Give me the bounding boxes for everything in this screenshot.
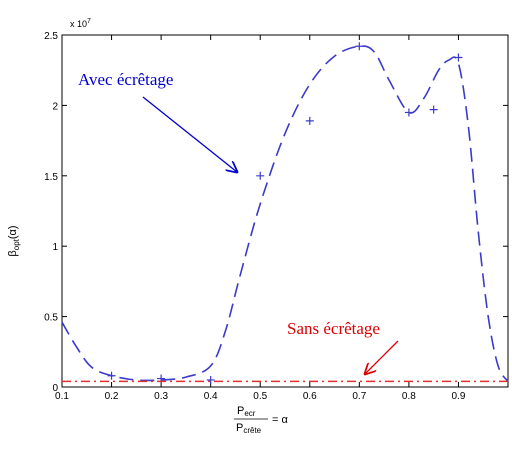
x-tick-label: 0.5	[253, 391, 267, 402]
annotation-avec-ecretage: Avec écrêtage	[78, 70, 173, 89]
x-label-numerator: Pecr	[237, 405, 256, 418]
data-point-plus	[206, 375, 215, 384]
data-point-plus	[305, 116, 314, 125]
x-tick-label: 0.6	[303, 391, 317, 402]
x-axis-label: Pecr Pcrête = α	[234, 405, 288, 435]
x-tick-label: 0.7	[352, 391, 366, 402]
data-point-plus	[429, 105, 438, 114]
x-tick-label: 0.4	[204, 391, 218, 402]
data-point-plus	[355, 42, 364, 51]
y-tick-label: 2	[52, 101, 58, 112]
x-tick-label: 0.1	[55, 391, 69, 402]
x-label-denominator: Pcrête	[236, 422, 262, 435]
y-axis-label: βopt(α)	[7, 225, 21, 256]
y-axis-ticks: 0 0.5 1 1.5 2 2.5	[44, 31, 508, 394]
series-avec-ecretage-markers	[107, 42, 463, 384]
x-tick-label: 0.9	[451, 391, 465, 402]
x-tick-label: 0.8	[402, 391, 416, 402]
y-tick-label: 0	[52, 383, 58, 394]
y-tick-label: 1.5	[44, 172, 58, 183]
y-tick-label: 1	[52, 242, 58, 253]
plot-frame	[61, 34, 509, 388]
x-tick-label: 0.3	[154, 391, 168, 402]
y-tick-label: 0.5	[44, 313, 58, 324]
annotation-sans-ecretage: Sans écrêtage	[287, 319, 380, 338]
annotation-arrow-sans	[365, 340, 399, 374]
x-tick-label: 0.2	[105, 391, 119, 402]
annotation-arrow-avec	[142, 96, 237, 172]
data-point-plus	[454, 53, 463, 62]
x-label-equals-alpha: = α	[272, 414, 288, 426]
series-avec-ecretage-curve	[61, 45, 509, 382]
x-axis-ticks: 0.1 0.2 0.3 0.4 0.5 0.6 0.7 0.8 0.9	[55, 35, 466, 402]
y-tick-label: 2.5	[44, 31, 58, 42]
data-point-plus	[256, 171, 265, 180]
data-point-plus	[404, 108, 413, 117]
data-point-plus	[107, 371, 116, 380]
axis-multiplier: x 107	[70, 18, 91, 29]
